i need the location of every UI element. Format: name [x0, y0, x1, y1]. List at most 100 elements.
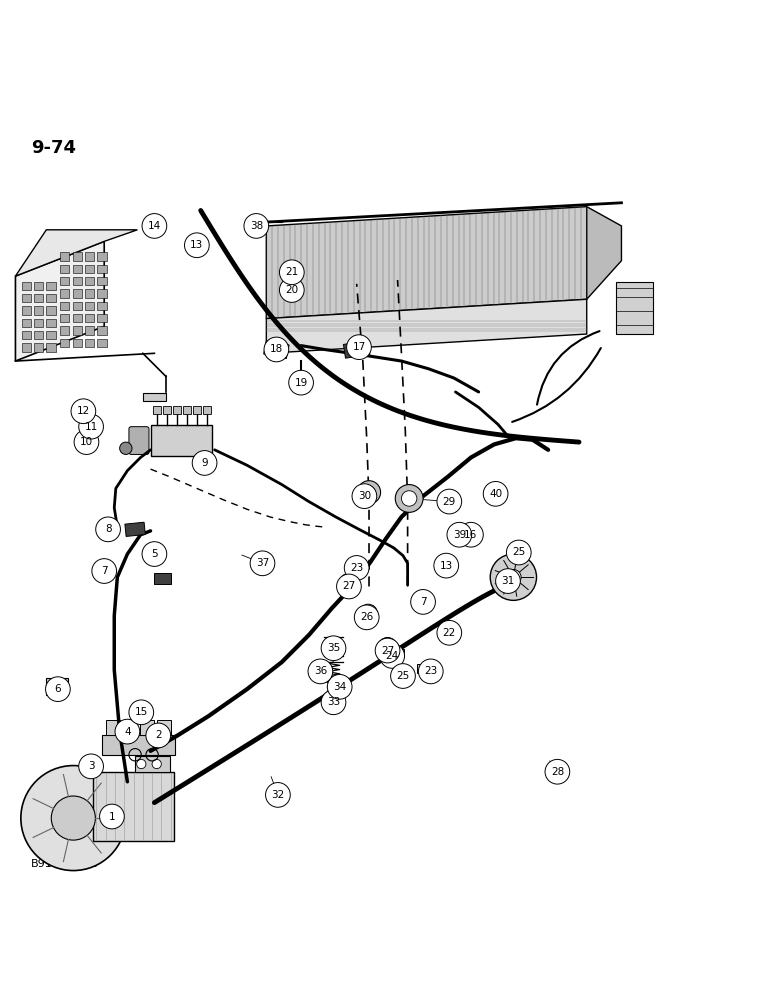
Text: 24: 24: [385, 651, 399, 661]
Circle shape: [46, 677, 70, 701]
Polygon shape: [344, 341, 370, 358]
Text: 6: 6: [55, 684, 61, 694]
Circle shape: [434, 553, 459, 578]
Text: 23: 23: [424, 666, 438, 676]
FancyBboxPatch shape: [73, 302, 82, 310]
Text: 39: 39: [452, 530, 466, 540]
FancyBboxPatch shape: [129, 427, 149, 454]
Text: 4: 4: [124, 727, 130, 737]
Text: 12: 12: [76, 406, 90, 416]
Text: 10: 10: [80, 437, 93, 447]
FancyBboxPatch shape: [34, 319, 43, 327]
FancyBboxPatch shape: [22, 294, 31, 302]
Text: 35: 35: [327, 643, 340, 653]
Circle shape: [375, 638, 400, 663]
Circle shape: [74, 430, 99, 454]
Text: 28: 28: [550, 767, 564, 777]
Circle shape: [120, 442, 132, 454]
Circle shape: [395, 485, 423, 512]
Text: 38: 38: [249, 221, 263, 231]
Text: 20: 20: [285, 285, 299, 295]
FancyBboxPatch shape: [102, 735, 175, 755]
Circle shape: [250, 551, 275, 576]
FancyBboxPatch shape: [85, 277, 94, 285]
FancyBboxPatch shape: [85, 252, 94, 261]
Polygon shape: [266, 207, 587, 319]
FancyBboxPatch shape: [46, 678, 68, 695]
FancyBboxPatch shape: [34, 331, 43, 339]
Circle shape: [506, 569, 521, 585]
Circle shape: [266, 783, 290, 807]
Circle shape: [483, 481, 508, 506]
Text: 2: 2: [155, 730, 161, 740]
Circle shape: [192, 451, 217, 475]
Circle shape: [327, 674, 352, 699]
Text: 37: 37: [256, 558, 269, 568]
Text: 25: 25: [512, 547, 526, 557]
Text: 19: 19: [294, 378, 308, 388]
FancyBboxPatch shape: [85, 326, 94, 335]
Circle shape: [344, 556, 369, 580]
FancyBboxPatch shape: [73, 326, 82, 335]
Circle shape: [100, 804, 124, 829]
Circle shape: [378, 637, 397, 656]
Circle shape: [506, 540, 531, 565]
FancyBboxPatch shape: [60, 339, 69, 347]
FancyBboxPatch shape: [60, 289, 69, 298]
FancyBboxPatch shape: [393, 670, 413, 678]
Circle shape: [347, 335, 371, 359]
FancyBboxPatch shape: [93, 772, 174, 841]
Text: 17: 17: [352, 342, 366, 352]
Text: 27: 27: [381, 646, 394, 656]
FancyBboxPatch shape: [123, 720, 137, 735]
Circle shape: [115, 719, 140, 744]
FancyBboxPatch shape: [163, 406, 171, 414]
Circle shape: [357, 481, 381, 504]
Text: 27: 27: [342, 581, 356, 591]
Circle shape: [321, 636, 346, 661]
FancyBboxPatch shape: [73, 314, 82, 322]
Circle shape: [337, 574, 361, 599]
Text: 3: 3: [88, 761, 94, 771]
FancyBboxPatch shape: [22, 331, 31, 339]
Circle shape: [437, 620, 462, 645]
Text: 1: 1: [109, 812, 115, 822]
FancyBboxPatch shape: [417, 664, 440, 673]
Circle shape: [363, 486, 375, 498]
Circle shape: [411, 590, 435, 614]
Circle shape: [289, 370, 313, 395]
Text: 9: 9: [201, 458, 208, 468]
Circle shape: [142, 214, 167, 238]
Text: 30: 30: [357, 491, 371, 501]
Text: 7: 7: [420, 597, 426, 607]
Text: 29: 29: [442, 497, 456, 507]
FancyBboxPatch shape: [153, 406, 161, 414]
Circle shape: [185, 233, 209, 258]
FancyBboxPatch shape: [203, 406, 211, 414]
Text: 34: 34: [333, 682, 347, 692]
FancyBboxPatch shape: [97, 326, 107, 335]
Circle shape: [96, 517, 120, 542]
Text: 15: 15: [134, 707, 148, 717]
Circle shape: [391, 664, 415, 688]
FancyBboxPatch shape: [97, 252, 107, 261]
FancyBboxPatch shape: [97, 289, 107, 298]
FancyBboxPatch shape: [73, 277, 82, 285]
FancyBboxPatch shape: [60, 252, 69, 261]
Circle shape: [308, 659, 333, 684]
Circle shape: [146, 723, 171, 748]
Text: 36: 36: [313, 666, 327, 676]
Text: 13: 13: [439, 561, 453, 571]
FancyBboxPatch shape: [97, 277, 107, 285]
FancyBboxPatch shape: [140, 720, 154, 735]
FancyBboxPatch shape: [46, 282, 56, 290]
Text: 16: 16: [464, 530, 478, 540]
FancyBboxPatch shape: [46, 331, 56, 339]
Text: 33: 33: [327, 697, 340, 707]
FancyBboxPatch shape: [173, 406, 181, 414]
FancyBboxPatch shape: [85, 339, 94, 347]
Circle shape: [447, 522, 472, 547]
Polygon shape: [15, 230, 137, 276]
FancyBboxPatch shape: [34, 343, 43, 352]
FancyBboxPatch shape: [34, 306, 43, 315]
